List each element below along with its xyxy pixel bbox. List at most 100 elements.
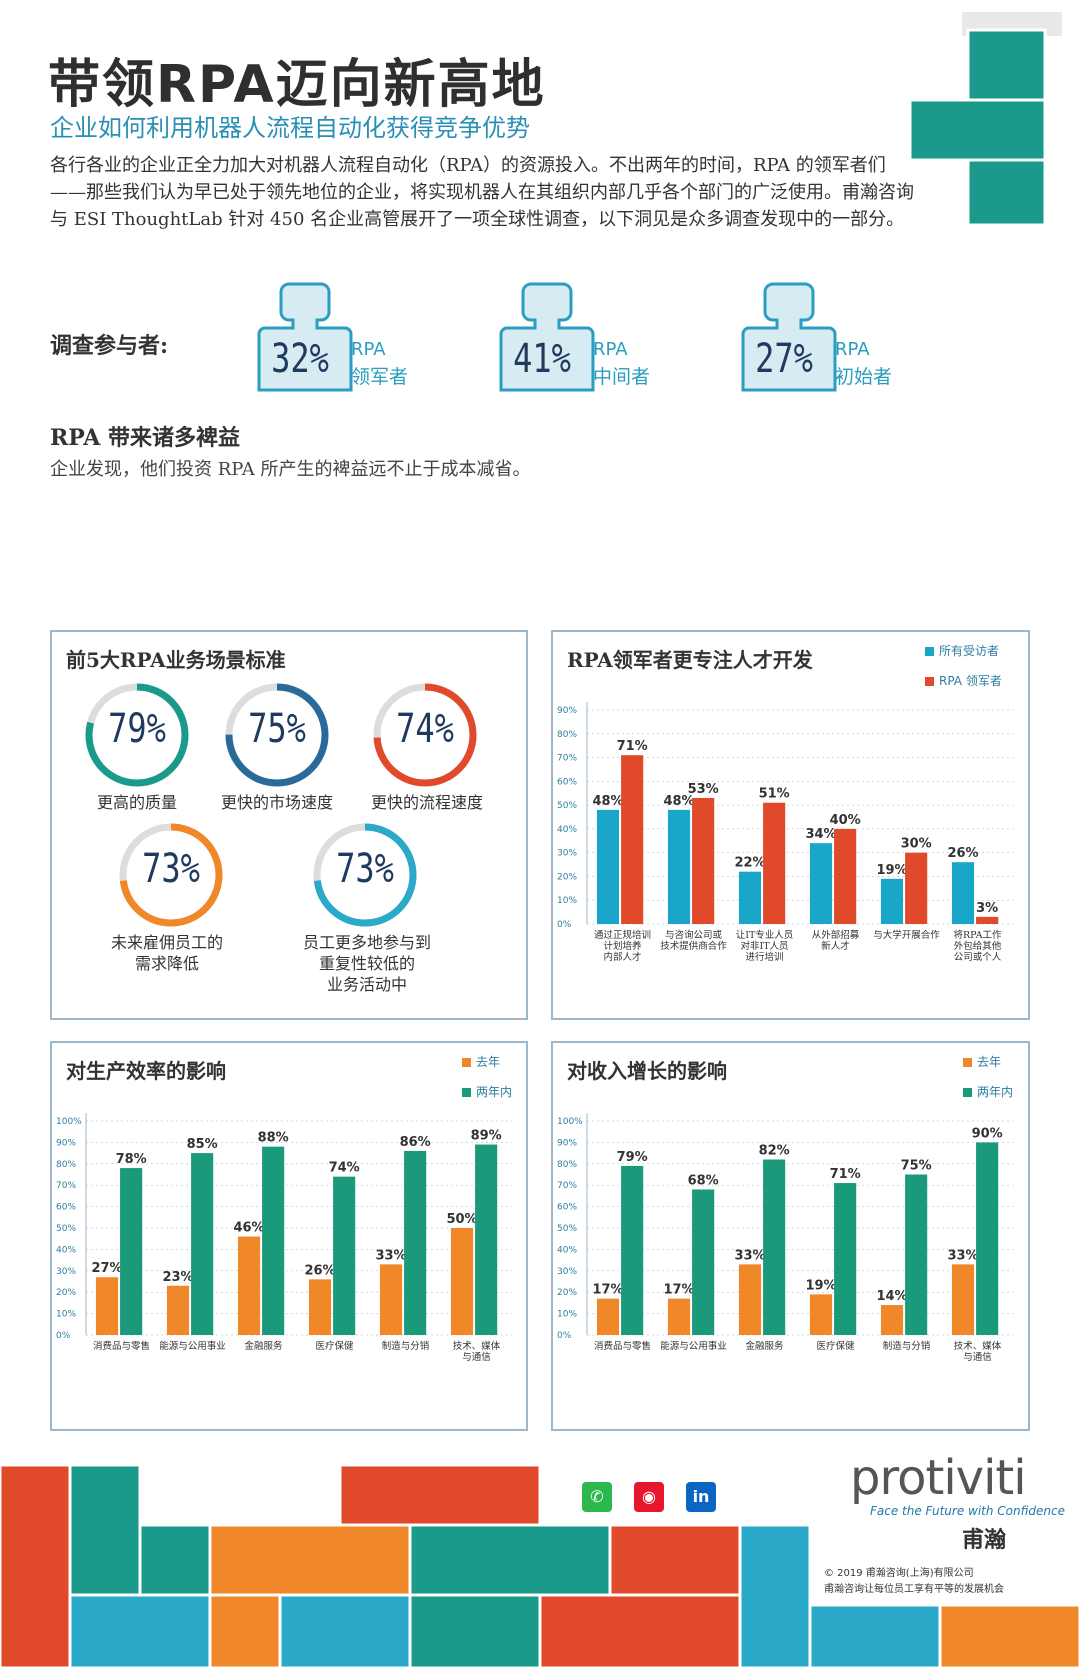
data-label: 89% xyxy=(471,1129,502,1144)
legend-item: 两年内 xyxy=(462,1083,512,1100)
x-category-label: 金融服务 xyxy=(745,1340,784,1352)
x-category-label: 医疗保健 xyxy=(315,1340,354,1352)
revenue-chart-title: 对收入增长的影响 xyxy=(567,1059,727,1083)
y-tick-label: 90% xyxy=(557,1138,577,1148)
legend-label: 去年 xyxy=(977,1055,1002,1069)
benefits-title: RPA 带来诸多裨益 xyxy=(50,425,240,451)
participant-label-line1: RPA xyxy=(351,339,386,360)
thumbs-up-icon xyxy=(704,525,783,603)
data-label: 33% xyxy=(947,1248,978,1263)
data-label: 50% xyxy=(446,1212,477,1227)
y-tick-label: 80% xyxy=(56,1160,76,1170)
bar-series1 xyxy=(95,1277,119,1335)
y-tick-label: 0% xyxy=(56,1331,71,1341)
weibo-icon[interactable]: ◉ xyxy=(634,1482,664,1512)
benefit-label: 更快的速度 xyxy=(844,497,920,515)
y-tick-label: 10% xyxy=(56,1310,76,1320)
kpi-donut-value: 79% xyxy=(108,706,166,752)
legend-item: 去年 xyxy=(963,1053,1001,1070)
data-label: 22% xyxy=(734,856,765,871)
bar-series1 xyxy=(880,1305,904,1335)
participant-intermediates: 41% RPA 中间者 xyxy=(497,276,737,396)
x-category-label: 进行培训 xyxy=(745,951,783,963)
legend-swatch xyxy=(963,1088,972,1097)
y-tick-label: 40% xyxy=(56,1245,76,1255)
y-tick-label: 90% xyxy=(557,706,577,716)
data-label: 48% xyxy=(663,794,694,809)
data-label: 34% xyxy=(805,827,836,842)
bar-series1 xyxy=(596,809,620,924)
data-label: 51% xyxy=(759,787,790,802)
wechat-icon[interactable]: ✆ xyxy=(582,1482,612,1512)
bar-series2 xyxy=(905,852,928,924)
y-tick-label: 70% xyxy=(557,1181,577,1191)
data-label: 71% xyxy=(830,1167,861,1182)
x-category-label: 技术、媒体 xyxy=(954,1340,1002,1352)
person-icon xyxy=(257,282,353,392)
talent-chart-title: RPA领军者更专注人才开发 xyxy=(567,648,813,672)
legend-swatch xyxy=(462,1088,471,1097)
bar-series1 xyxy=(237,1236,261,1335)
talent-chart-panel: RPA领军者更专注人才开发 所有受访者 RPA 领军者 0% 10% 20% 30% 4… xyxy=(551,630,1030,1020)
bar-series1 xyxy=(379,1264,403,1335)
y-tick-label: 40% xyxy=(557,825,577,835)
kpi-donut-value: 73% xyxy=(336,846,394,892)
data-label: 90% xyxy=(972,1126,1003,1141)
benefit-tile: 更高的客户满意度 xyxy=(638,487,830,612)
x-category-label: 制造与分销 xyxy=(883,1340,931,1352)
benefit-label: 更强大的 市场竞争地位 xyxy=(452,497,543,534)
participant-beginners: 27% RPA 初始者 xyxy=(739,276,979,396)
x-category-label: 与通信 xyxy=(462,1351,491,1363)
equal-opportunity-text: 甫瀚咨询让每位员工享有平等的发展机会 xyxy=(824,1584,1004,1595)
legend-item: 去年 xyxy=(462,1053,500,1070)
page-title: 带领RPA迈向新高地 xyxy=(48,55,546,115)
data-label: 86% xyxy=(400,1135,431,1150)
bar-series1 xyxy=(809,843,833,924)
x-category-label: 金融服务 xyxy=(244,1340,283,1352)
x-category-label: 制造与分销 xyxy=(382,1340,430,1352)
kpi-donut-value: 73% xyxy=(142,846,200,892)
bar-series2 xyxy=(976,1142,999,1335)
x-category-label: 消费品与零售 xyxy=(594,1340,651,1352)
brand-tagline: Face the Future with Confidence xyxy=(870,1504,1065,1518)
productivity-chart-panel: 对生产效率的影响 去年 两年内 0% 10% 20% 30% 40% 50% 60% 70% 8… xyxy=(50,1041,528,1431)
data-label: 78% xyxy=(116,1152,147,1167)
x-category-label: 公司或个人 xyxy=(954,951,1002,963)
y-tick-label: 80% xyxy=(557,730,577,740)
data-label: 82% xyxy=(759,1144,790,1159)
participant-label-line2: 中间者 xyxy=(593,366,651,388)
data-label: 33% xyxy=(734,1248,765,1263)
linkedin-icon[interactable]: in xyxy=(686,1482,716,1512)
page-subtitle: 企业如何利用机器人流程自动化获得竞争优势 xyxy=(50,114,530,142)
bar-series1 xyxy=(880,878,904,924)
bar-series2 xyxy=(763,802,786,924)
y-tick-label: 20% xyxy=(56,1288,76,1298)
benefit-tile: 更高的生产效率 xyxy=(50,487,242,612)
y-tick-label: 50% xyxy=(557,1224,577,1234)
y-tick-label: 10% xyxy=(557,1310,577,1320)
benefit-tile: 更强大的 市场竞争地位 xyxy=(442,487,634,612)
x-category-label: 从外部招募 xyxy=(812,929,860,941)
legend-label: 两年内 xyxy=(476,1085,513,1099)
kpi-donut-label: 员工更多地参与到 重复性较低的 业务活动中 xyxy=(302,933,431,994)
data-label: 14% xyxy=(876,1289,907,1304)
bar-series1 xyxy=(596,1298,620,1335)
data-label: 46% xyxy=(233,1221,264,1236)
data-label: 26% xyxy=(304,1263,335,1278)
kpi-donut-label: 未来雇佣员工的 需求降低 xyxy=(110,933,223,973)
kpi-donut-label: 更快的流程速度 xyxy=(370,793,483,812)
top5-title: 前5大RPA业务场景标准 xyxy=(66,648,286,672)
brand-chinese-name: 甫瀚 xyxy=(962,1527,1007,1553)
y-tick-label: 40% xyxy=(557,1245,577,1255)
benefits-subtitle: 企业发现，他们投资 RPA 所产生的裨益远不止于成本减省。 xyxy=(50,459,531,480)
data-label: 68% xyxy=(688,1173,719,1188)
bar-series1 xyxy=(450,1228,474,1335)
bar-series2 xyxy=(621,1165,644,1335)
y-tick-label: 20% xyxy=(557,872,577,882)
data-label: 17% xyxy=(592,1283,623,1298)
productivity-chart: 0% 10% 20% 30% 40% 50% 60% 70% 80% 90% 100% 27% 78% 消… xyxy=(56,1113,512,1363)
legend-label: 所有受访者 xyxy=(939,644,1000,658)
x-category-label: 消费品与零售 xyxy=(93,1340,150,1352)
bar-series1 xyxy=(667,1298,691,1335)
data-label: 75% xyxy=(901,1159,932,1174)
